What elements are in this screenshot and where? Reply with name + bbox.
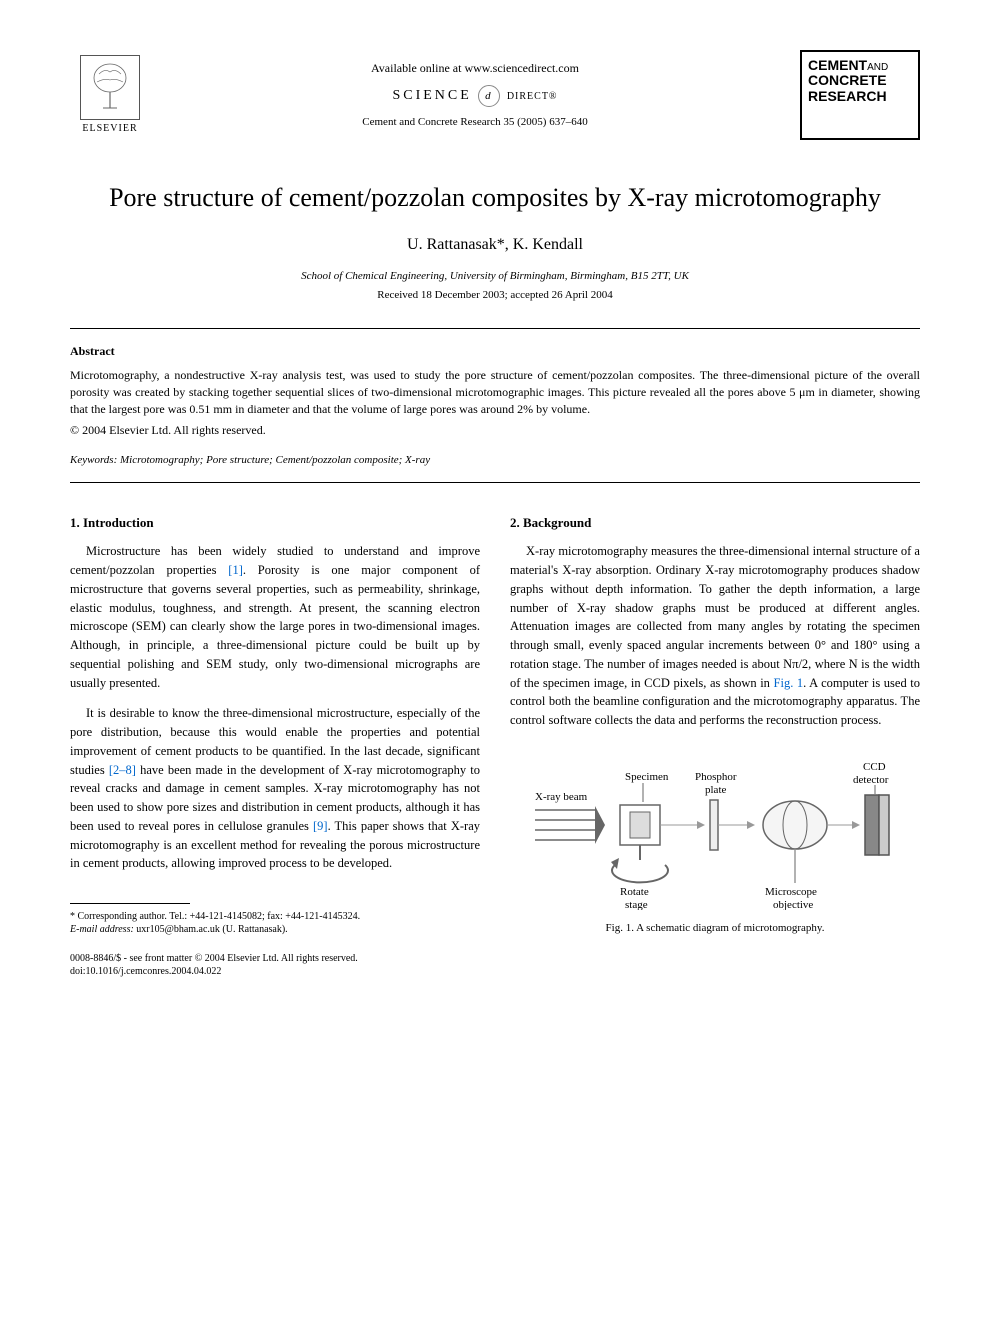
intro-para-1: Microstructure has been widely studied t… (70, 542, 480, 692)
rotate-label-2: stage (625, 899, 648, 910)
ccd-label-1: CCD (863, 761, 886, 773)
abstract-text: Microtomography, a nondestructive X-ray … (70, 367, 920, 417)
keywords-line: Keywords: Microtomography; Pore structur… (70, 453, 920, 468)
bg-p1-text-a: X-ray microtomography measures the three… (510, 544, 920, 689)
ref-link-2-8[interactable]: [2–8] (109, 763, 136, 777)
publisher-name: ELSEVIER (82, 122, 137, 136)
specimen-icon (611, 805, 668, 882)
figure-1-caption: Fig. 1. A schematic diagram of microtomo… (510, 920, 920, 937)
rule-top (70, 328, 920, 329)
specimen-label: Specimen (625, 771, 669, 783)
available-online-text: Available online at www.sciencedirect.co… (170, 60, 780, 77)
phosphor-plate-icon (710, 800, 718, 850)
journal-logo-and: AND (867, 62, 888, 73)
ccd-label-2: detector (853, 774, 889, 786)
doi-line: doi:10.1016/j.cemconres.2004.04.022 (70, 965, 920, 978)
journal-logo: CEMENTAND CONCRETE RESEARCH (800, 50, 920, 140)
science-direct-word: SCIENCE (392, 88, 471, 103)
email-label: E-mail address: (70, 924, 134, 935)
phosphor-label-2: plate (705, 784, 726, 796)
left-column: 1. Introduction Microstructure has been … (70, 513, 480, 937)
journal-reference: Cement and Concrete Research 35 (2005) 6… (170, 115, 780, 130)
section-2-heading: 2. Background (510, 513, 920, 533)
keywords-label: Keywords: (70, 454, 117, 466)
science-direct-suffix: DIRECT® (507, 91, 558, 102)
right-column: 2. Background X-ray microtomography meas… (510, 513, 920, 937)
journal-logo-line1: CEMENT (808, 57, 867, 73)
xray-beam-icon (535, 806, 605, 844)
abstract-heading: Abstract (70, 343, 920, 360)
microscope-label-1: Microscope (765, 886, 817, 898)
received-accepted-dates: Received 18 December 2003; accepted 26 A… (70, 288, 920, 303)
ref-link-1[interactable]: [1] (228, 563, 243, 577)
ccd-detector-icon (865, 795, 879, 855)
center-header: Available online at www.sciencedirect.co… (150, 60, 800, 130)
email-address: uxr105@bham.ac.uk (U. Rattanasak). (136, 924, 287, 935)
section-1-heading: 1. Introduction (70, 513, 480, 533)
header-row: ELSEVIER Available online at www.science… (70, 50, 920, 140)
rule-bottom (70, 482, 920, 483)
journal-logo-line2: CONCRETE (808, 72, 887, 88)
body-columns: 1. Introduction Microstructure has been … (70, 513, 920, 937)
xray-label: X-ray beam (535, 791, 588, 803)
figure-1: X-ray beam Specimen Rotate stage (510, 750, 920, 937)
keywords-text: Microtomography; Pore structure; Cement/… (120, 454, 430, 466)
sd-d-icon: d (478, 85, 500, 107)
figure-1-svg: X-ray beam Specimen Rotate stage (525, 750, 905, 910)
email-footnote: E-mail address: uxr105@bham.ac.uk (U. Ra… (70, 923, 480, 936)
bottom-info: 0008-8846/$ - see front matter © 2004 El… (70, 952, 920, 978)
rotate-label-1: Rotate (620, 886, 649, 898)
elsevier-logo: ELSEVIER (70, 50, 150, 140)
elsevier-tree-icon (80, 55, 140, 120)
intro-p1-text-b: . Porosity is one major component of mic… (70, 563, 480, 690)
microscope-label-2: objective (773, 899, 813, 910)
article-title: Pore structure of cement/pozzolan compos… (70, 180, 920, 216)
science-direct-logo: SCIENCE d DIRECT® (170, 85, 780, 107)
ref-link-9[interactable]: [9] (313, 819, 328, 833)
footnote-separator (70, 903, 190, 904)
phosphor-label-1: Phosphor (695, 771, 737, 783)
intro-para-2: It is desirable to know the three-dimens… (70, 704, 480, 873)
issn-line: 0008-8846/$ - see front matter © 2004 El… (70, 952, 920, 965)
affiliation: School of Chemical Engineering, Universi… (70, 269, 920, 284)
journal-logo-line3: RESEARCH (808, 88, 887, 104)
fig-1-link[interactable]: Fig. 1 (774, 676, 804, 690)
abstract-copyright: © 2004 Elsevier Ltd. All rights reserved… (70, 422, 920, 439)
corresponding-author-footnote: * Corresponding author. Tel.: +44-121-41… (70, 910, 480, 923)
background-para-1: X-ray microtomography measures the three… (510, 542, 920, 730)
authors: U. Rattanasak*, K. Kendall (70, 234, 920, 256)
microscope-lens-icon (763, 801, 827, 849)
